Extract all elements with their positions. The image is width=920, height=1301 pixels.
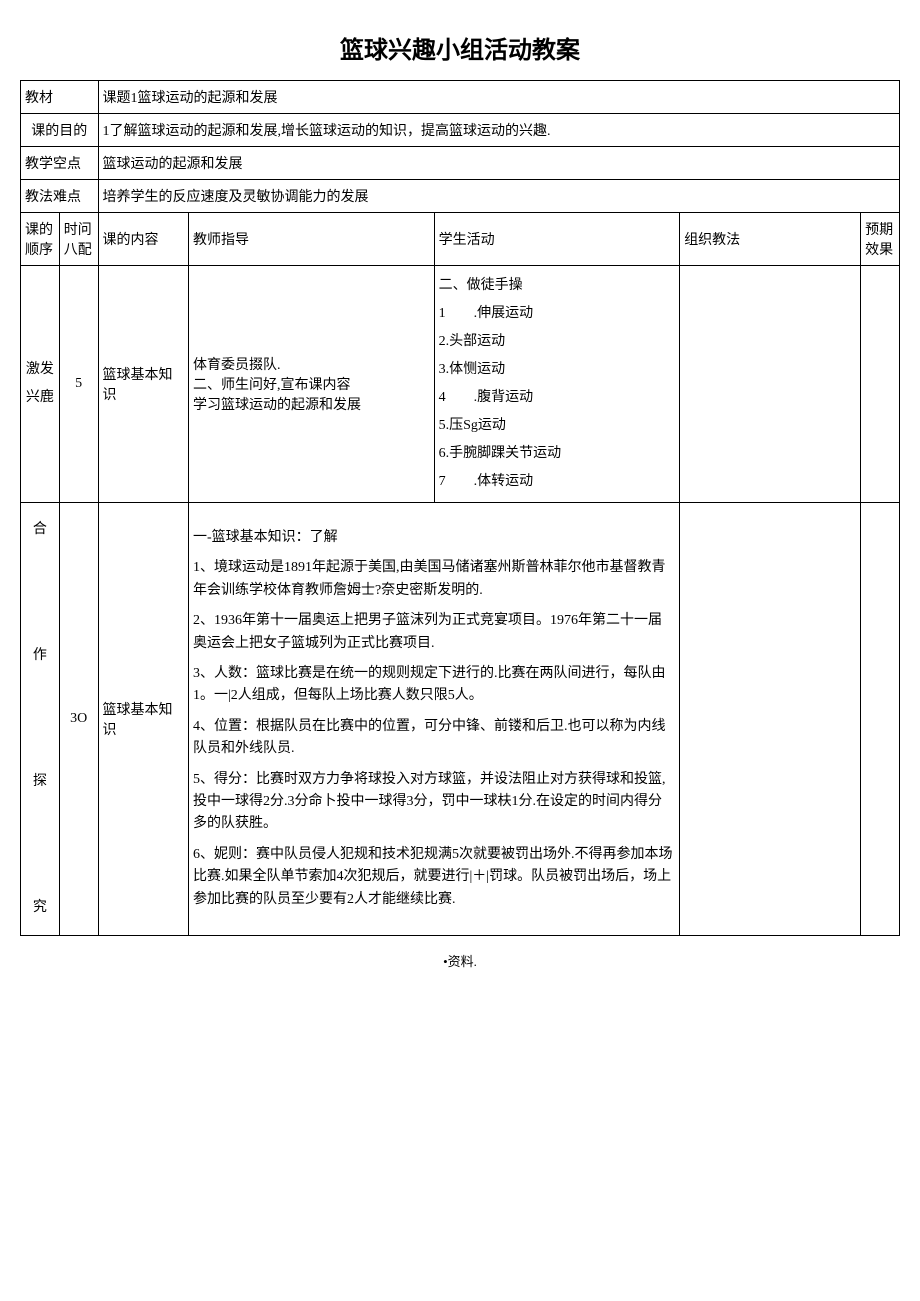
col-header: 时问八配 (59, 213, 98, 266)
list-item: 2.头部运动 (439, 328, 676, 356)
table-row: 教法难点 培养学生的反应速度及灵敏协调能力的发展 (21, 180, 900, 213)
list-item: 7 .体转运动 (439, 468, 676, 496)
table-row: 合作探究 3O 篮球基本知识 一-篮球基本知识：了解 1、境球运动是1891年起源… (21, 503, 900, 936)
text-line: 体育委员掇队. (193, 354, 430, 374)
result-cell (861, 503, 900, 936)
page-title: 篮球兴趣小组活动教案 (20, 30, 900, 65)
col-header: 学生活动 (434, 213, 680, 266)
footer-text: •资料. (20, 951, 900, 970)
result-cell (861, 266, 900, 503)
header-label: 教法难点 (21, 180, 99, 213)
col-header: 预期效果 (861, 213, 900, 266)
content-cell: 篮球基本知识 (98, 503, 188, 936)
header-label: 教材 (21, 81, 99, 114)
text-line: 二、师生问好,宣布课内容 (193, 374, 430, 394)
header-value: 培养学生的反应速度及灵敏协调能力的发展 (98, 180, 899, 213)
text-char: 作 (25, 635, 55, 677)
text-char: 探 (25, 761, 55, 803)
list-item: 4 .腹背运动 (439, 384, 676, 412)
text-line: 二、做徒手操 (439, 272, 676, 300)
order-cell: 激发兴鹿 (21, 266, 60, 503)
content-cell: 篮球基本知识 (98, 266, 188, 503)
col-header: 课的内容 (98, 213, 188, 266)
paragraph: 2、1936年第十一届奥运上把男子篮沫列为正式竞宴项目。1976年第二十一届奥运… (193, 610, 675, 655)
method-cell (680, 266, 861, 503)
table-row: 激发兴鹿 5 篮球基本知识 体育委员掇队.二、师生问好,宣布课内容学习篮球运动的… (21, 266, 900, 503)
col-header: 教师指导 (189, 213, 435, 266)
time-cell: 5 (59, 266, 98, 503)
paragraph: 1、境球运动是1891年起源于美国,由美国马储诸塞州斯普林菲尔他市基督教青年会训… (193, 557, 675, 602)
header-label: 教学空点 (21, 147, 99, 180)
table-row: 教学空点 篮球运动的起源和发展 (21, 147, 900, 180)
list-item: 1 .伸展运动 (439, 300, 676, 328)
list-item: 3.体恻运动 (439, 356, 676, 384)
header-value: 篮球运动的起源和发展 (98, 147, 899, 180)
text-line: 一-篮球基本知识：了解 (193, 527, 675, 549)
teacher-cell: 体育委员掇队.二、师生问好,宣布课内容学习篮球运动的起源和发展 (189, 266, 435, 503)
paragraph: 5、得分：比赛时双方力争将球投入对方球篮，并设法阻止对方获得球和投篮,投中一球得… (193, 769, 675, 836)
col-header: 组织教法 (680, 213, 861, 266)
table-row: 课的目的 1了解篮球运动的起源和发展,增长篮球运动的知识，提高篮球运动的兴趣. (21, 114, 900, 147)
paragraph: 6、妮则：赛中队员侵人犯规和技术犯规满5次就要被罚出场外.不得再参加本场比赛.如… (193, 844, 675, 911)
method-cell (680, 503, 861, 936)
list-item: 5.压Sg运动 (439, 412, 676, 440)
text-line: 学习篮球运动的起源和发展 (193, 394, 430, 414)
table-row: 课的顺序 时问八配 课的内容 教师指导 学生活动 组织教法 预期效果 (21, 213, 900, 266)
col-header: 课的顺序 (21, 213, 60, 266)
list-item: 6.手腕脚踝关节运动 (439, 440, 676, 468)
paragraph: 4、位置：根据队员在比赛中的位置，可分中锋、前镂和后卫.也可以称为内线队员和外线… (193, 716, 675, 761)
lesson-plan-table: 教材 课题1篮球运动的起源和发展 课的目的 1了解篮球运动的起源和发展,增长篮球… (20, 80, 900, 936)
time-cell: 3O (59, 503, 98, 936)
text-char: 合 (25, 509, 55, 551)
header-value: 课题1篮球运动的起源和发展 (98, 81, 899, 114)
teacher-cell: 一-篮球基本知识：了解 1、境球运动是1891年起源于美国,由美国马储诸塞州斯普林… (189, 503, 680, 936)
text-char: 究 (25, 887, 55, 929)
paragraph: 3、人数：篮球比赛是在统一的规则规定下进行的.比赛在两队间进行，每队由1。一|2… (193, 663, 675, 708)
header-label: 课的目的 (21, 114, 99, 147)
student-cell: 二、做徒手操1 .伸展运动2.头部运动3.体恻运动4 .腹背运动5.压Sg运动6… (434, 266, 680, 503)
table-row: 教材 课题1篮球运动的起源和发展 (21, 81, 900, 114)
header-value: 1了解篮球运动的起源和发展,增长篮球运动的知识，提高篮球运动的兴趣. (98, 114, 899, 147)
order-cell: 合作探究 (21, 503, 60, 936)
